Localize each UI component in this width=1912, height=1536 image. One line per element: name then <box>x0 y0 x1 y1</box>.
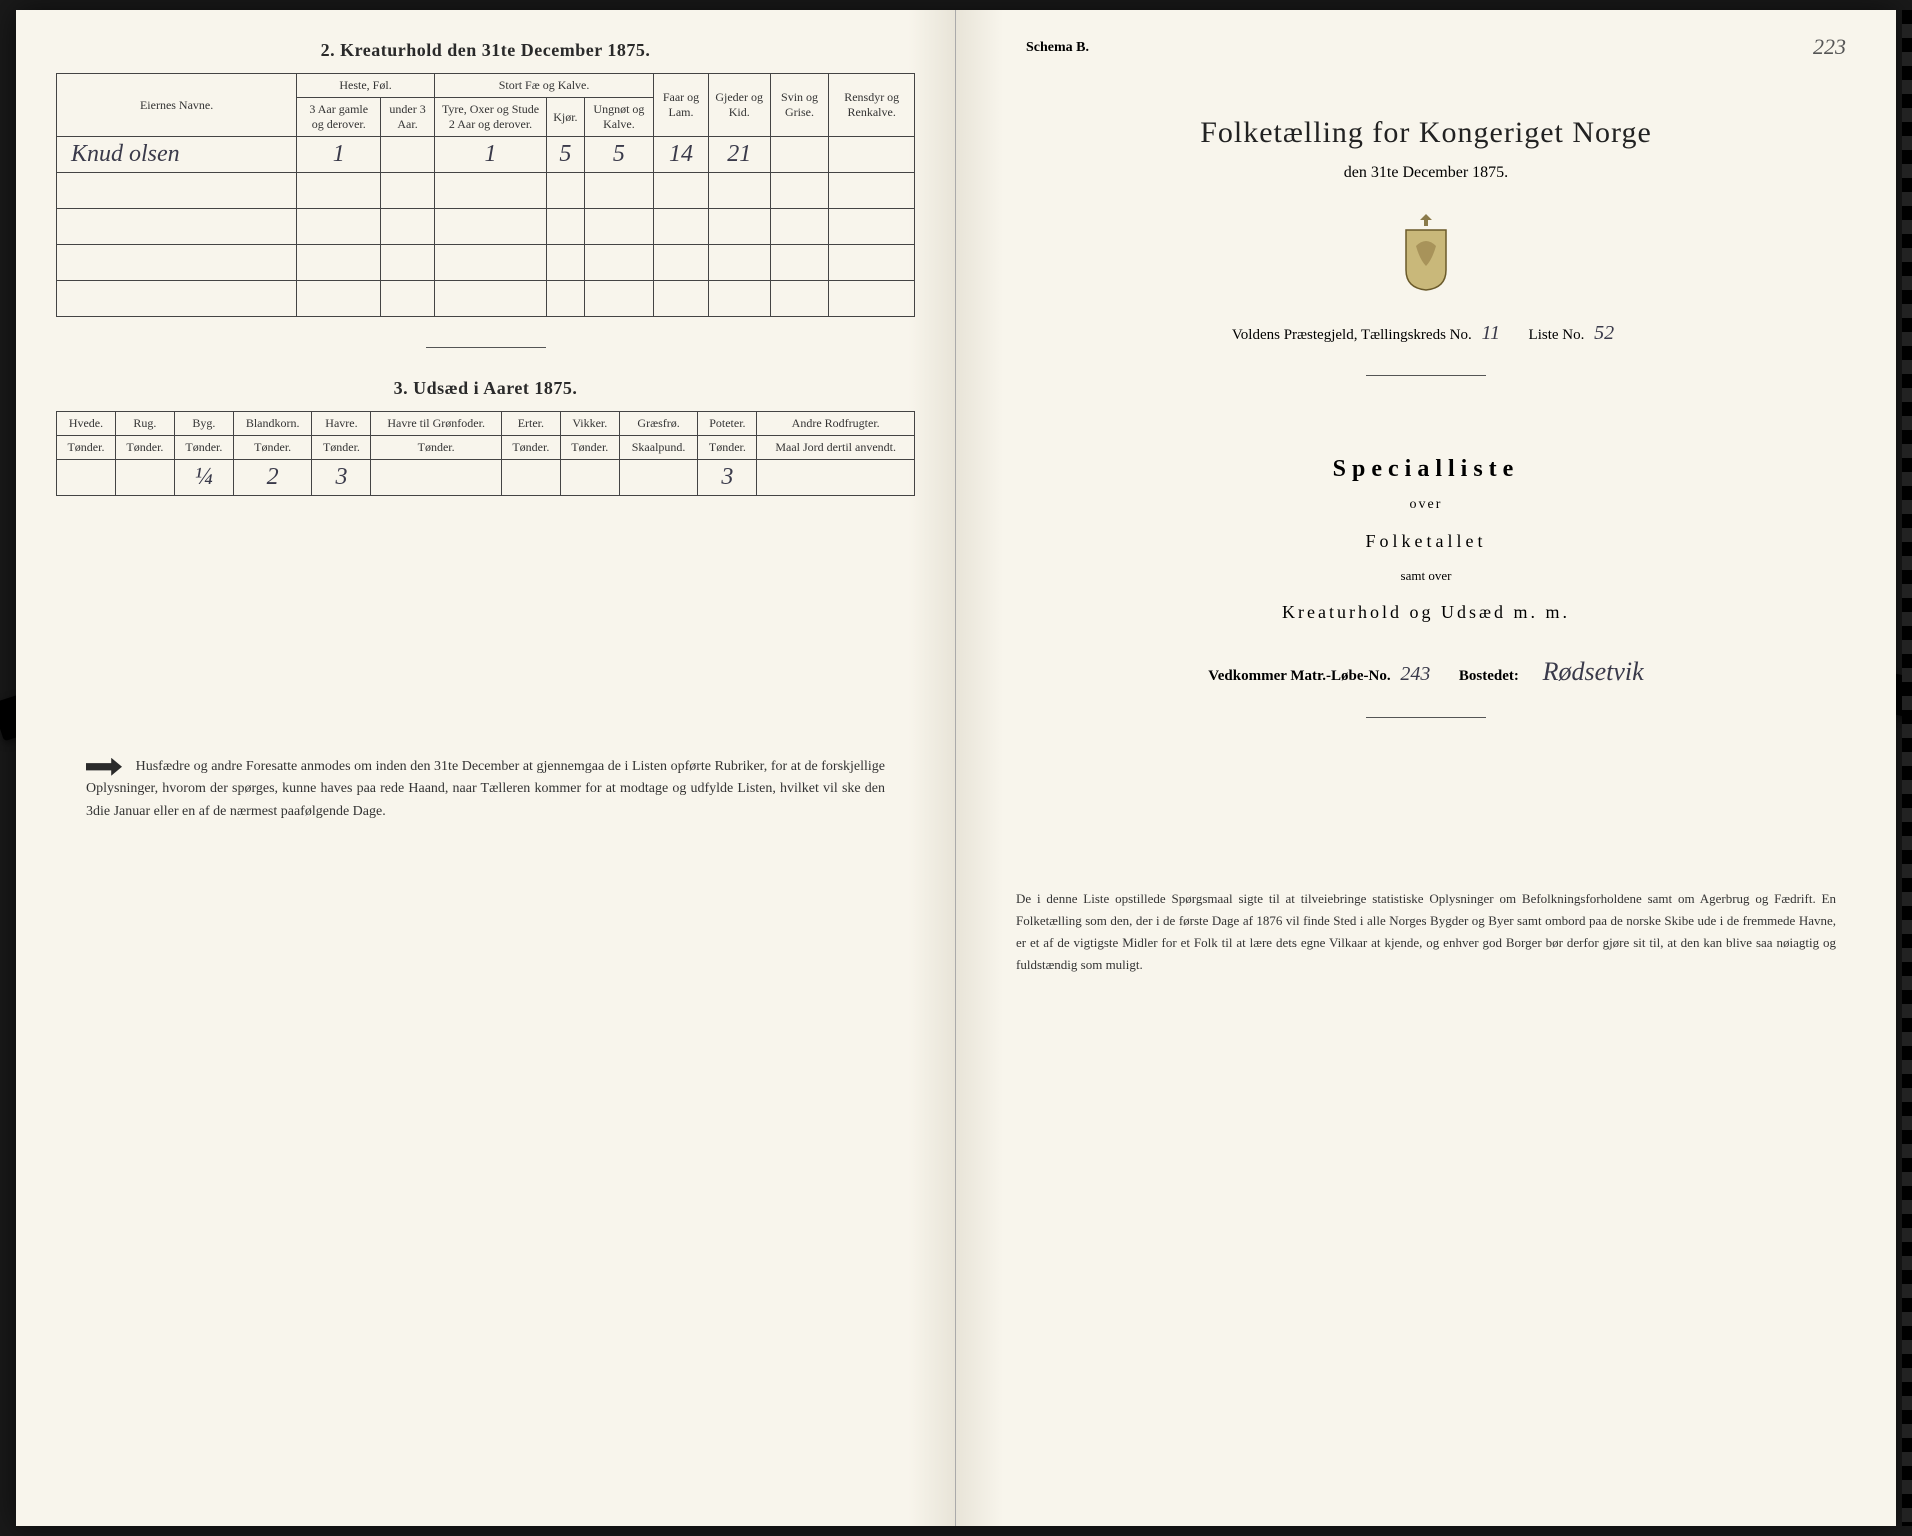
seed-col: Andre Rodfrugter. <box>757 412 915 436</box>
seed-col: Havre. <box>312 412 371 436</box>
sub-stort3: Ungnøt og Kalve. <box>584 98 654 137</box>
seed-col: Rug. <box>115 412 174 436</box>
telling-line: Voldens Præstegjeld, Tællingskreds No. 1… <box>996 322 1856 345</box>
seed-unit: Tønder. <box>233 436 312 460</box>
col-rensdyr: Rensdyr og Renkalve. <box>829 74 915 137</box>
divider <box>1366 717 1486 718</box>
right-page: Schema B. 223 Folketælling for Kongerige… <box>956 10 1896 1526</box>
seed-col: Byg. <box>174 412 233 436</box>
seed-col: Havre til Grønfoder. <box>371 412 501 436</box>
seed-unit: Tønder. <box>371 436 501 460</box>
seed-unit: Tønder. <box>174 436 233 460</box>
kreds-no: 11 <box>1476 322 1507 344</box>
cell <box>770 137 829 173</box>
cell <box>560 460 619 496</box>
seed-col: Erter. <box>501 412 560 436</box>
divider <box>426 347 546 348</box>
col-group-heste: Heste, Føl. <box>297 74 435 98</box>
seed-unit: Tønder. <box>501 436 560 460</box>
livestock-table: Eiernes Navne. Heste, Føl. Stort Fæ og K… <box>56 73 915 317</box>
seed-unit: Tønder. <box>698 436 757 460</box>
divider <box>1366 375 1486 376</box>
seed-unit: Maal Jord dertil anvendt. <box>757 436 915 460</box>
liste-label: Liste No. <box>1529 327 1585 343</box>
owner-cell: Knud olsen <box>57 137 297 173</box>
film-sprocket-edge <box>1902 10 1912 1526</box>
vedkom-label: Vedkommer Matr.-Løbe-No. <box>1208 668 1390 684</box>
sub-stort2: Kjør. <box>547 98 584 137</box>
seed-col: Hvede. <box>57 412 116 436</box>
seed-unit: Tønder. <box>115 436 174 460</box>
liste-no: 52 <box>1588 322 1620 344</box>
seed-col: Vikker. <box>560 412 619 436</box>
right-footnote: De i denne Liste opstillede Spørgsmaal s… <box>996 888 1856 976</box>
bosted-value: Rødsetvik <box>1543 657 1644 686</box>
sub-heste1: 3 Aar gamle og derover. <box>297 98 381 137</box>
bosted-label: Bostedet: <box>1459 668 1519 684</box>
vedkom-line: Vedkommer Matr.-Løbe-No. 243 Bostedet: R… <box>996 657 1856 687</box>
seed-head-row: Hvede. Rug. Byg. Blandkorn. Havre. Havre… <box>57 412 915 436</box>
cell <box>371 460 501 496</box>
left-footnote: Husfædre og andre Foresatte anmodes om i… <box>56 756 915 823</box>
seed-unit: Tønder. <box>560 436 619 460</box>
seed-unit: Skaalpund. <box>619 436 698 460</box>
coat-of-arms-icon <box>1396 212 1456 292</box>
main-title: Folketælling for Kongeriget Norge <box>996 116 1856 150</box>
table-row <box>57 173 915 209</box>
cell: 1 <box>297 137 381 173</box>
cell: 1 <box>434 137 546 173</box>
cell <box>501 460 560 496</box>
seed-table: Hvede. Rug. Byg. Blandkorn. Havre. Havre… <box>56 411 915 496</box>
samt-label: samt over <box>996 568 1856 584</box>
table-row: Knud olsen 1 1 5 5 14 21 <box>57 137 915 173</box>
table-row <box>57 245 915 281</box>
book-spread: 2. Kreaturhold den 31te December 1875. E… <box>16 10 1896 1526</box>
section-3-title: 3. Udsæd i Aaret 1875. <box>56 378 915 399</box>
kreatur-label: Kreaturhold og Udsæd m. m. <box>996 602 1856 623</box>
col-faar: Faar og Lam. <box>654 74 708 137</box>
cell <box>115 460 174 496</box>
cell <box>57 460 116 496</box>
page-number: 223 <box>1813 34 1846 60</box>
section-2-title: 2. Kreaturhold den 31te December 1875. <box>56 40 915 61</box>
table-row <box>57 281 915 317</box>
cell: 14 <box>654 137 708 173</box>
cell: 3 <box>312 460 371 496</box>
specialliste-title: Specialliste <box>996 456 1856 483</box>
sub-heste2: under 3 Aar. <box>381 98 435 137</box>
cell <box>619 460 698 496</box>
col-svin: Svin og Grise. <box>770 74 829 137</box>
cell: 21 <box>708 137 770 173</box>
cell: ¼ <box>174 460 233 496</box>
cell: 2 <box>233 460 312 496</box>
cell <box>381 137 435 173</box>
col-gjeder: Gjeder og Kid. <box>708 74 770 137</box>
pointing-hand-icon <box>86 758 122 776</box>
table-row <box>57 209 915 245</box>
seed-unit: Tønder. <box>312 436 371 460</box>
matr-no: 243 <box>1394 663 1436 685</box>
seed-col: Græsfrø. <box>619 412 698 436</box>
cell: 3 <box>698 460 757 496</box>
seed-col: Poteter. <box>698 412 757 436</box>
seed-col: Blandkorn. <box>233 412 312 436</box>
cell: 5 <box>547 137 584 173</box>
col-owner: Eiernes Navne. <box>57 74 297 137</box>
col-group-stort: Stort Fæ og Kalve. <box>434 74 653 98</box>
over-label: over <box>996 497 1856 513</box>
cell <box>757 460 915 496</box>
sub-stort1: Tyre, Oxer og Stude 2 Aar og derover. <box>434 98 546 137</box>
footnote-text: Husfædre og andre Foresatte anmodes om i… <box>86 759 885 819</box>
left-page: 2. Kreaturhold den 31te December 1875. E… <box>16 10 956 1526</box>
table-row: ¼ 2 3 3 <box>57 460 915 496</box>
telling-prefix: Voldens Præstegjeld, Tællingskreds No. <box>1232 327 1472 343</box>
seed-unit-row: Tønder. Tønder. Tønder. Tønder. Tønder. … <box>57 436 915 460</box>
cell: 5 <box>584 137 654 173</box>
cell <box>829 137 915 173</box>
schema-label: Schema B. <box>1026 40 1856 56</box>
seed-unit: Tønder. <box>57 436 116 460</box>
folketallet-label: Folketallet <box>996 531 1856 552</box>
sub-date: den 31te December 1875. <box>996 164 1856 182</box>
